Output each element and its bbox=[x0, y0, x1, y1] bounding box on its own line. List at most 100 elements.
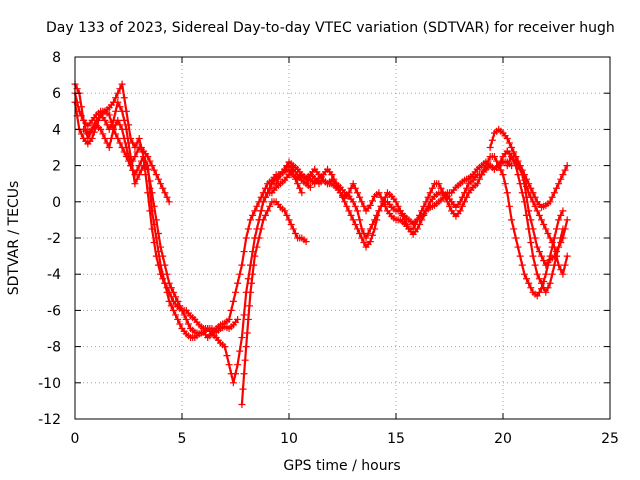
plus-marker bbox=[116, 85, 124, 93]
plus-marker bbox=[245, 302, 253, 310]
y-tick-label: 0 bbox=[52, 195, 61, 211]
plus-marker bbox=[503, 134, 511, 142]
plus-marker bbox=[505, 139, 513, 147]
plus-marker bbox=[351, 220, 359, 228]
plus-marker bbox=[460, 198, 468, 206]
plus-marker bbox=[381, 202, 389, 210]
plus-marker bbox=[116, 103, 124, 111]
y-tick-label: 8 bbox=[52, 50, 61, 66]
plus-marker bbox=[174, 315, 182, 323]
plus-marker bbox=[531, 261, 539, 269]
plus-marker bbox=[396, 207, 404, 215]
plus-marker bbox=[154, 175, 162, 183]
plus-marker bbox=[112, 107, 120, 115]
plus-marker bbox=[525, 279, 533, 287]
plus-marker bbox=[110, 98, 118, 106]
plus-marker bbox=[557, 175, 565, 183]
plus-marker bbox=[161, 279, 169, 287]
plus-marker bbox=[137, 144, 145, 151]
plus-marker bbox=[416, 211, 424, 219]
plus-marker bbox=[533, 207, 541, 215]
plus-marker bbox=[527, 216, 535, 224]
plus-marker bbox=[533, 243, 541, 251]
plus-marker bbox=[375, 207, 383, 215]
plus-marker bbox=[463, 193, 471, 201]
plus-marker bbox=[512, 153, 520, 161]
plus-marker bbox=[283, 162, 291, 170]
plus-marker bbox=[291, 229, 299, 237]
plus-marker bbox=[559, 207, 567, 215]
plus-marker bbox=[495, 162, 503, 170]
plus-marker bbox=[527, 239, 535, 247]
plus-marker bbox=[422, 198, 430, 206]
plus-marker bbox=[375, 189, 383, 197]
plus-marker bbox=[345, 207, 353, 215]
plus-marker bbox=[257, 207, 265, 215]
plus-marker bbox=[234, 279, 242, 287]
plus-marker bbox=[366, 225, 374, 233]
plus-marker bbox=[142, 157, 150, 165]
plus-marker bbox=[514, 243, 522, 251]
plus-marker bbox=[133, 166, 141, 174]
plus-marker bbox=[356, 216, 364, 224]
plus-marker bbox=[167, 302, 175, 310]
plus-marker bbox=[152, 234, 160, 242]
plus-marker bbox=[557, 239, 565, 247]
plus-marker bbox=[116, 121, 124, 129]
plus-marker bbox=[518, 189, 526, 197]
plus-marker bbox=[553, 184, 560, 192]
plus-marker bbox=[542, 288, 550, 296]
plus-marker bbox=[475, 175, 483, 183]
plus-marker bbox=[232, 288, 239, 296]
plus-marker bbox=[107, 134, 115, 142]
plus-marker bbox=[112, 94, 120, 102]
plus-marker bbox=[234, 361, 242, 369]
plus-marker bbox=[555, 180, 563, 188]
plus-marker bbox=[328, 171, 336, 179]
plus-marker bbox=[514, 157, 522, 165]
plus-marker bbox=[120, 94, 128, 102]
plus-marker bbox=[131, 171, 139, 179]
plus-marker bbox=[557, 211, 565, 219]
plus-marker bbox=[563, 162, 571, 170]
plus-marker bbox=[540, 220, 548, 228]
plus-marker bbox=[118, 125, 126, 133]
plus-marker bbox=[358, 225, 366, 233]
plus-marker bbox=[125, 153, 132, 161]
plus-marker bbox=[159, 184, 167, 192]
plus-marker bbox=[413, 216, 421, 224]
plus-marker bbox=[533, 292, 541, 300]
plus-marker bbox=[516, 162, 524, 170]
plus-marker bbox=[349, 198, 357, 206]
series-trace-2 bbox=[71, 80, 242, 338]
plus-marker bbox=[114, 134, 122, 142]
chart-title: Day 133 of 2023, Sidereal Day-to-day VTE… bbox=[46, 20, 615, 36]
plus-marker bbox=[229, 297, 237, 305]
plus-marker bbox=[105, 111, 113, 119]
plus-marker bbox=[435, 180, 443, 188]
plus-marker bbox=[480, 166, 488, 174]
x-tick-label: 25 bbox=[601, 431, 619, 447]
plus-marker bbox=[544, 284, 552, 292]
plus-marker bbox=[101, 134, 109, 142]
plus-marker bbox=[343, 202, 351, 210]
plus-marker bbox=[289, 225, 297, 233]
plus-marker bbox=[110, 125, 118, 133]
plus-marker bbox=[238, 261, 246, 269]
plus-marker bbox=[302, 238, 310, 246]
plus-marker bbox=[559, 270, 567, 278]
plus-marker bbox=[163, 288, 171, 296]
plus-marker bbox=[540, 257, 548, 265]
y-tick-label: 2 bbox=[52, 159, 61, 175]
plus-marker bbox=[546, 198, 554, 206]
plus-marker bbox=[283, 211, 291, 219]
plus-marker bbox=[298, 189, 306, 197]
plus-marker bbox=[131, 180, 139, 188]
axis-ticks bbox=[74, 56, 611, 420]
plus-marker bbox=[116, 139, 124, 147]
plus-marker bbox=[133, 148, 141, 156]
plus-marker bbox=[535, 288, 543, 296]
x-tick-label: 20 bbox=[494, 431, 512, 447]
plus-marker bbox=[520, 270, 528, 278]
plus-marker bbox=[409, 225, 417, 233]
